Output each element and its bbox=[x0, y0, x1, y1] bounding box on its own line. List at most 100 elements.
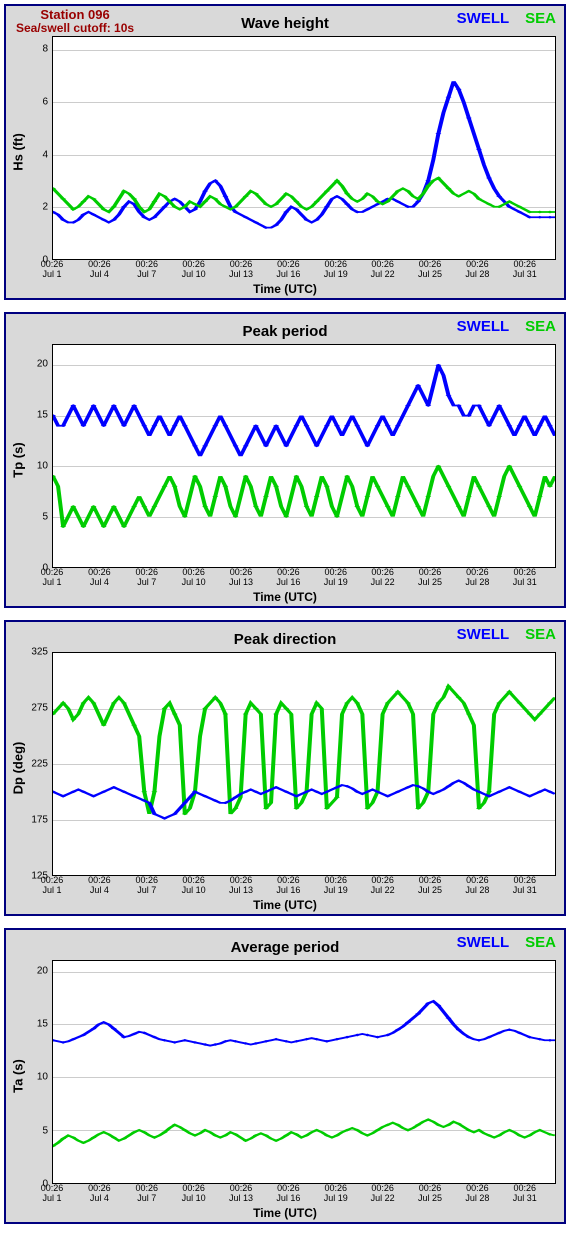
x-tick-date: Jul 31 bbox=[513, 578, 537, 588]
x-tick-date: Jul 4 bbox=[88, 578, 111, 588]
x-tick: 00:26Jul 1 bbox=[41, 260, 64, 280]
x-ticks: 00:26Jul 100:26Jul 400:26Jul 700:26Jul 1… bbox=[52, 260, 556, 284]
x-tick: 00:26Jul 16 bbox=[276, 260, 300, 280]
x-tick: 00:26Jul 4 bbox=[88, 260, 111, 280]
x-tick: 00:26Jul 4 bbox=[88, 1184, 111, 1204]
y-ticks: 05101520 bbox=[6, 960, 50, 1184]
x-tick-date: Jul 7 bbox=[135, 270, 158, 280]
y-tick: 20 bbox=[8, 359, 48, 370]
legend: SWELLSEA bbox=[457, 10, 556, 27]
x-tick: 00:26Jul 16 bbox=[276, 1184, 300, 1204]
x-axis-label: Time (UTC) bbox=[6, 898, 564, 912]
x-tick: 00:26Jul 16 bbox=[276, 568, 300, 588]
x-tick-date: Jul 16 bbox=[276, 1194, 300, 1204]
series-svg bbox=[53, 37, 555, 259]
x-tick-date: Jul 4 bbox=[88, 886, 111, 896]
x-tick-date: Jul 31 bbox=[513, 886, 537, 896]
x-tick: 00:26Jul 28 bbox=[465, 260, 489, 280]
station-title: Station 096 bbox=[16, 8, 134, 22]
x-tick: 00:26Jul 22 bbox=[371, 876, 395, 896]
plot-area bbox=[52, 344, 556, 568]
x-tick-date: Jul 7 bbox=[135, 578, 158, 588]
x-tick-date: Jul 19 bbox=[324, 270, 348, 280]
x-tick-date: Jul 10 bbox=[182, 578, 206, 588]
y-tick: 10 bbox=[8, 461, 48, 472]
x-tick: 00:26Jul 25 bbox=[418, 568, 442, 588]
x-tick-date: Jul 1 bbox=[41, 270, 64, 280]
x-tick-date: Jul 19 bbox=[324, 1194, 348, 1204]
y-ticks: 02468 bbox=[6, 36, 50, 260]
y-ticks: 125175225275325 bbox=[6, 652, 50, 876]
x-tick: 00:26Jul 19 bbox=[324, 568, 348, 588]
x-tick-date: Jul 10 bbox=[182, 270, 206, 280]
x-tick: 00:26Jul 10 bbox=[182, 568, 206, 588]
legend: SWELL SEA bbox=[457, 934, 556, 951]
x-tick-date: Jul 19 bbox=[324, 886, 348, 896]
legend-item-swell: SWELL bbox=[457, 934, 510, 951]
x-tick-date: Jul 28 bbox=[465, 886, 489, 896]
chart-page: Station 096Sea/swell cutoff: 10sWave hei… bbox=[0, 0, 570, 1228]
legend-item-swell: SWELL bbox=[457, 318, 510, 335]
x-tick: 00:26Jul 28 bbox=[465, 876, 489, 896]
x-tick-date: Jul 22 bbox=[371, 578, 395, 588]
x-tick: 00:26Jul 19 bbox=[324, 1184, 348, 1204]
x-tick: 00:26Jul 31 bbox=[513, 1184, 537, 1204]
y-tick: 225 bbox=[8, 759, 48, 770]
x-tick: 00:26Jul 1 bbox=[41, 1184, 64, 1204]
x-tick: 00:26Jul 13 bbox=[229, 876, 253, 896]
plot-area bbox=[52, 960, 556, 1184]
x-tick-date: Jul 7 bbox=[135, 1194, 158, 1204]
x-tick-date: Jul 31 bbox=[513, 270, 537, 280]
x-tick-date: Jul 25 bbox=[418, 578, 442, 588]
x-tick: 00:26Jul 25 bbox=[418, 876, 442, 896]
y-tick: 6 bbox=[8, 96, 48, 107]
panel-title: Peak direction bbox=[234, 631, 337, 648]
x-tick: 00:26Jul 22 bbox=[371, 568, 395, 588]
x-tick-date: Jul 13 bbox=[229, 1194, 253, 1204]
x-tick: 00:26Jul 25 bbox=[418, 1184, 442, 1204]
x-tick-date: Jul 31 bbox=[513, 1194, 537, 1204]
legend-item-sea: SEA bbox=[525, 934, 556, 951]
x-tick: 00:26Jul 4 bbox=[88, 568, 111, 588]
x-tick-date: Jul 10 bbox=[182, 886, 206, 896]
x-tick-date: Jul 22 bbox=[371, 1194, 395, 1204]
chart-panel-peak-period: Peak periodSWELLSEATp (s)0510152000:26Ju… bbox=[4, 312, 566, 608]
chart-panel-average-period: Average periodSWELLSEATa (s)0510152000:2… bbox=[4, 928, 566, 1224]
x-tick: 00:26Jul 22 bbox=[371, 260, 395, 280]
legend: SWELLSEA bbox=[457, 626, 556, 643]
chart-panel-wave-height: Station 096Sea/swell cutoff: 10sWave hei… bbox=[4, 4, 566, 300]
legend-item-sea: SEA bbox=[525, 10, 556, 27]
x-tick-date: Jul 13 bbox=[229, 886, 253, 896]
y-tick: 10 bbox=[8, 1072, 48, 1083]
x-tick: 00:26Jul 19 bbox=[324, 260, 348, 280]
x-tick: 00:26Jul 7 bbox=[135, 260, 158, 280]
plot-area bbox=[52, 652, 556, 876]
legend-item-sea: SEA bbox=[525, 318, 556, 335]
x-tick-date: Jul 16 bbox=[276, 886, 300, 896]
x-tick: 00:26Jul 22 bbox=[371, 1184, 395, 1204]
x-tick-date: Jul 1 bbox=[41, 886, 64, 896]
x-tick: 00:26Jul 19 bbox=[324, 876, 348, 896]
x-tick: 00:26Jul 10 bbox=[182, 1184, 206, 1204]
y-tick: 15 bbox=[8, 1019, 48, 1030]
x-tick: 00:26Jul 13 bbox=[229, 260, 253, 280]
x-tick-date: Jul 4 bbox=[88, 270, 111, 280]
y-ticks: 05101520 bbox=[6, 344, 50, 568]
legend: SWELL SEA bbox=[457, 318, 556, 335]
x-tick-date: Jul 25 bbox=[418, 270, 442, 280]
x-axis-label: Time (UTC) bbox=[6, 590, 564, 604]
chart-panel-peak-direction: Peak directionSWELLSEADp (deg)1251752252… bbox=[4, 620, 566, 916]
legend-item-swell: SWELL bbox=[457, 626, 510, 643]
x-tick-date: Jul 1 bbox=[41, 1194, 64, 1204]
y-tick: 275 bbox=[8, 703, 48, 714]
x-ticks: 00:26Jul 100:26Jul 400:26Jul 700:26Jul 1… bbox=[52, 568, 556, 592]
y-tick: 20 bbox=[8, 965, 48, 976]
y-tick: 5 bbox=[8, 512, 48, 523]
x-tick: 00:26Jul 7 bbox=[135, 1184, 158, 1204]
x-tick-date: Jul 13 bbox=[229, 270, 253, 280]
x-tick-date: Jul 1 bbox=[41, 578, 64, 588]
x-tick-date: Jul 16 bbox=[276, 270, 300, 280]
x-tick-date: Jul 22 bbox=[371, 270, 395, 280]
x-axis-label: Time (UTC) bbox=[6, 282, 564, 296]
panel-title: Peak period bbox=[242, 323, 327, 340]
